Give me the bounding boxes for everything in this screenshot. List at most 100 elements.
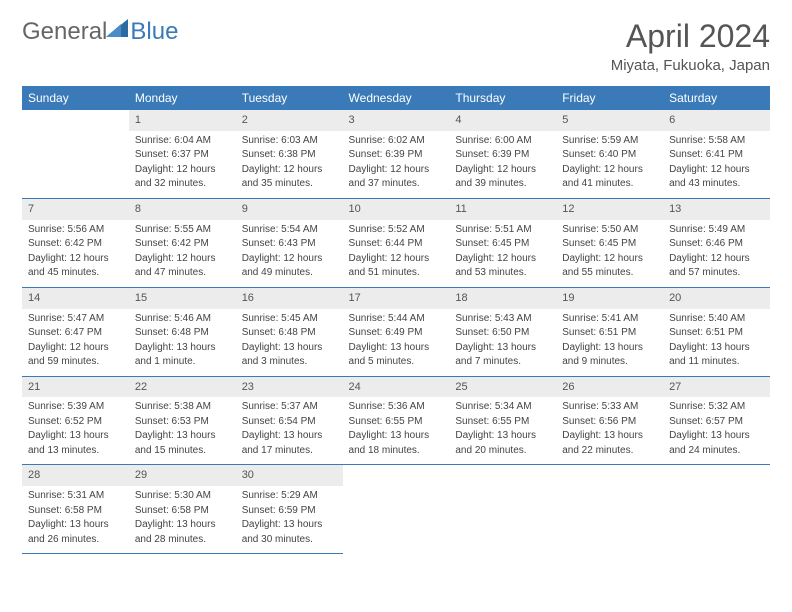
day-number: 24 [343,377,450,398]
day-number: 12 [556,199,663,220]
day-line: Sunset: 6:43 PM [242,237,337,251]
day-number: 20 [663,288,770,309]
day-line: and 49 minutes. [242,266,337,280]
calendar-cell: 11Sunrise: 5:51 AMSunset: 6:45 PMDayligh… [449,198,556,287]
day-number: 8 [129,199,236,220]
day-body: Sunrise: 5:34 AMSunset: 6:55 PMDaylight:… [449,397,556,464]
header: General Blue April 2024 Miyata, Fukuoka,… [22,18,770,74]
title-block: April 2024 Miyata, Fukuoka, Japan [611,18,770,74]
day-line: Daylight: 12 hours [28,341,123,355]
calendar-cell: 29Sunrise: 5:30 AMSunset: 6:58 PMDayligh… [129,465,236,554]
day-body: Sunrise: 5:32 AMSunset: 6:57 PMDaylight:… [663,397,770,464]
day-line: and 28 minutes. [135,533,230,547]
day-line: Daylight: 12 hours [349,163,444,177]
day-line: Sunset: 6:54 PM [242,415,337,429]
calendar-cell [343,465,450,554]
calendar-cell: 30Sunrise: 5:29 AMSunset: 6:59 PMDayligh… [236,465,343,554]
day-body: Sunrise: 5:47 AMSunset: 6:47 PMDaylight:… [22,309,129,376]
day-line: Sunset: 6:56 PM [562,415,657,429]
day-line: Sunrise: 5:36 AM [349,400,444,414]
day-line: and 13 minutes. [28,444,123,458]
calendar-week-row: 14Sunrise: 5:47 AMSunset: 6:47 PMDayligh… [22,287,770,376]
day-line: Sunset: 6:42 PM [28,237,123,251]
day-number: 18 [449,288,556,309]
day-line: Sunrise: 6:04 AM [135,134,230,148]
day-line: Sunrise: 5:58 AM [669,134,764,148]
day-number: 9 [236,199,343,220]
day-line: Sunset: 6:48 PM [242,326,337,340]
calendar-cell: 5Sunrise: 5:59 AMSunset: 6:40 PMDaylight… [556,110,663,198]
calendar-cell: 27Sunrise: 5:32 AMSunset: 6:57 PMDayligh… [663,376,770,465]
day-line: Sunset: 6:53 PM [135,415,230,429]
day-line: and 30 minutes. [242,533,337,547]
day-number: 11 [449,199,556,220]
day-number: 28 [22,465,129,486]
calendar-cell: 22Sunrise: 5:38 AMSunset: 6:53 PMDayligh… [129,376,236,465]
weekday-header: Saturday [663,86,770,110]
day-line: Sunset: 6:47 PM [28,326,123,340]
day-line: and 39 minutes. [455,177,550,191]
calendar-cell: 8Sunrise: 5:55 AMSunset: 6:42 PMDaylight… [129,198,236,287]
day-number: 16 [236,288,343,309]
day-body: Sunrise: 5:45 AMSunset: 6:48 PMDaylight:… [236,309,343,376]
day-number: 17 [343,288,450,309]
calendar-week-row: 21Sunrise: 5:39 AMSunset: 6:52 PMDayligh… [22,376,770,465]
day-line: and 17 minutes. [242,444,337,458]
day-body: Sunrise: 5:49 AMSunset: 6:46 PMDaylight:… [663,220,770,287]
calendar-cell: 12Sunrise: 5:50 AMSunset: 6:45 PMDayligh… [556,198,663,287]
day-line: Sunset: 6:45 PM [455,237,550,251]
day-number: 15 [129,288,236,309]
day-body: Sunrise: 5:38 AMSunset: 6:53 PMDaylight:… [129,397,236,464]
day-body: Sunrise: 5:31 AMSunset: 6:58 PMDaylight:… [22,486,129,553]
day-line: and 32 minutes. [135,177,230,191]
day-body: Sunrise: 5:58 AMSunset: 6:41 PMDaylight:… [663,131,770,198]
day-number: 13 [663,199,770,220]
day-line: and 45 minutes. [28,266,123,280]
day-line: Daylight: 12 hours [135,163,230,177]
calendar-cell: 1Sunrise: 6:04 AMSunset: 6:37 PMDaylight… [129,110,236,198]
day-line: Sunset: 6:39 PM [455,148,550,162]
day-line: Sunrise: 5:56 AM [28,223,123,237]
day-line: and 20 minutes. [455,444,550,458]
day-line: Daylight: 13 hours [349,341,444,355]
day-line: Sunrise: 5:32 AM [669,400,764,414]
day-line: and 15 minutes. [135,444,230,458]
day-line: Sunset: 6:57 PM [669,415,764,429]
day-line: and 26 minutes. [28,533,123,547]
day-line: Daylight: 13 hours [135,518,230,532]
calendar-cell: 18Sunrise: 5:43 AMSunset: 6:50 PMDayligh… [449,287,556,376]
day-line: Daylight: 13 hours [28,518,123,532]
day-number: 25 [449,377,556,398]
calendar-cell: 4Sunrise: 6:00 AMSunset: 6:39 PMDaylight… [449,110,556,198]
day-body: Sunrise: 6:02 AMSunset: 6:39 PMDaylight:… [343,131,450,198]
day-line: Daylight: 13 hours [455,429,550,443]
weekday-header: Thursday [449,86,556,110]
day-line: Daylight: 13 hours [135,429,230,443]
day-number: 19 [556,288,663,309]
day-line: Sunset: 6:45 PM [562,237,657,251]
calendar-cell: 21Sunrise: 5:39 AMSunset: 6:52 PMDayligh… [22,376,129,465]
day-line: Sunrise: 5:54 AM [242,223,337,237]
day-line: Sunrise: 5:39 AM [28,400,123,414]
day-line: and 57 minutes. [669,266,764,280]
day-body: Sunrise: 6:00 AMSunset: 6:39 PMDaylight:… [449,131,556,198]
logo-text-2: Blue [130,18,178,46]
day-number: 7 [22,199,129,220]
calendar-cell: 13Sunrise: 5:49 AMSunset: 6:46 PMDayligh… [663,198,770,287]
calendar-cell: 17Sunrise: 5:44 AMSunset: 6:49 PMDayligh… [343,287,450,376]
calendar-cell: 23Sunrise: 5:37 AMSunset: 6:54 PMDayligh… [236,376,343,465]
day-line: Daylight: 12 hours [562,163,657,177]
day-line: Sunrise: 5:34 AM [455,400,550,414]
day-line: Daylight: 12 hours [28,252,123,266]
day-body: Sunrise: 5:30 AMSunset: 6:58 PMDaylight:… [129,486,236,553]
weekday-header: Sunday [22,86,129,110]
day-body: Sunrise: 5:51 AMSunset: 6:45 PMDaylight:… [449,220,556,287]
day-line: Sunrise: 5:52 AM [349,223,444,237]
calendar-cell: 6Sunrise: 5:58 AMSunset: 6:41 PMDaylight… [663,110,770,198]
day-line: Sunrise: 6:02 AM [349,134,444,148]
day-body: Sunrise: 5:56 AMSunset: 6:42 PMDaylight:… [22,220,129,287]
day-line: Daylight: 13 hours [242,429,337,443]
day-line: and 55 minutes. [562,266,657,280]
day-line: Daylight: 12 hours [242,163,337,177]
day-line: and 35 minutes. [242,177,337,191]
